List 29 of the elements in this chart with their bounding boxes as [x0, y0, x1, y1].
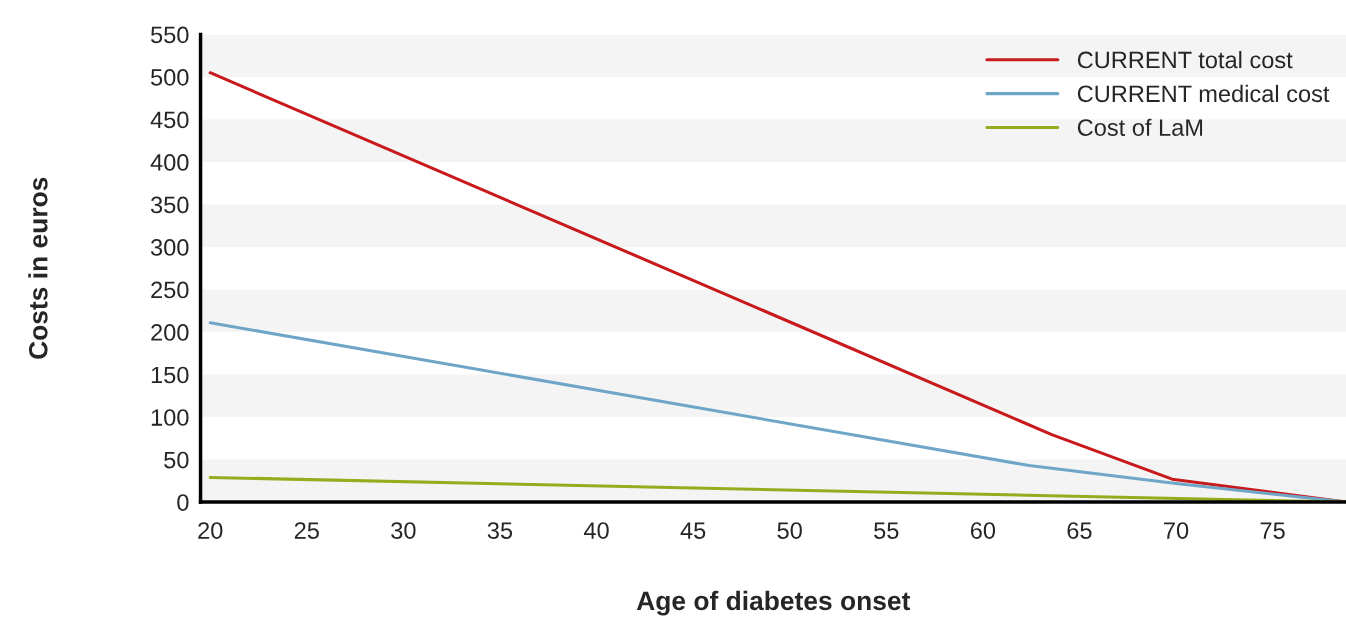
y-tick-label: 100 — [151, 409, 189, 426]
x-tick-label: 30 — [391, 522, 416, 539]
y-tick-label: 500 — [151, 69, 189, 86]
y-tick-label: 550 — [151, 26, 189, 44]
x-tick-label: 65 — [1067, 522, 1092, 539]
y-tick-label: 250 — [151, 281, 189, 299]
y-tick-label: 200 — [151, 324, 189, 341]
x-tick-label: 60 — [970, 522, 996, 539]
x-tick-label: 55 — [874, 522, 899, 539]
x-tick-label: 35 — [487, 522, 513, 539]
y-axis-title: Costs in euros — [28, 177, 48, 359]
x-tick-label: 45 — [680, 522, 706, 539]
y-tick-label: 300 — [150, 239, 189, 256]
legend-label: CURRENT total cost — [1077, 50, 1293, 69]
x-axis-title: Age of diabetes onset — [636, 590, 911, 616]
y-tick-label: 150 — [151, 366, 189, 384]
x-tick-label: 25 — [294, 522, 319, 539]
x-tick-label: 20 — [198, 522, 223, 539]
x-tick-label: 40 — [583, 522, 609, 539]
y-tick-label: 50 — [164, 451, 189, 469]
legend-label: Cost of LaM — [1077, 118, 1203, 136]
y-tick-label: 450 — [150, 111, 189, 129]
y-tick-label: 400 — [150, 154, 189, 171]
x-tick-label: 75 — [1260, 522, 1285, 539]
legend-label: CURRENT medical cost — [1077, 84, 1330, 103]
x-tick-label: 50 — [777, 522, 802, 539]
x-tick-label: 70 — [1164, 522, 1189, 539]
y-tick-label: 0 — [177, 494, 189, 511]
y-tick-label: 350 — [150, 196, 189, 214]
